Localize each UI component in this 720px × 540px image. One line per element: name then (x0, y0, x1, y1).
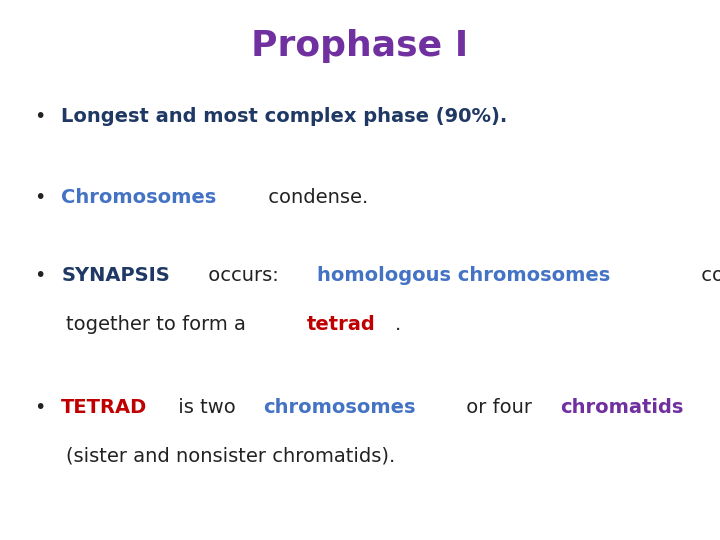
Text: chromatids: chromatids (561, 398, 684, 417)
Text: TETRAD: TETRAD (61, 398, 148, 417)
Text: or four: or four (459, 398, 538, 417)
Text: •: • (34, 187, 45, 207)
Text: homologous chromosomes: homologous chromosomes (317, 266, 610, 285)
Text: •: • (34, 106, 45, 126)
Text: occurs:: occurs: (202, 266, 291, 285)
Text: tetrad: tetrad (307, 314, 375, 334)
Text: •: • (34, 398, 45, 417)
Text: together to form a: together to form a (66, 314, 253, 334)
Text: Longest and most complex phase (90%).: Longest and most complex phase (90%). (61, 106, 508, 126)
Text: condense.: condense. (261, 187, 368, 207)
Text: is two: is two (173, 398, 243, 417)
Text: chromosomes: chromosomes (263, 398, 415, 417)
Text: (sister and nonsister chromatids).: (sister and nonsister chromatids). (66, 447, 395, 466)
Text: •: • (34, 266, 45, 285)
Text: .: . (395, 314, 401, 334)
Text: come: come (695, 266, 720, 285)
Text: SYNAPSIS: SYNAPSIS (61, 266, 170, 285)
Text: Chromosomes: Chromosomes (61, 187, 217, 207)
Text: Prophase I: Prophase I (251, 29, 469, 63)
